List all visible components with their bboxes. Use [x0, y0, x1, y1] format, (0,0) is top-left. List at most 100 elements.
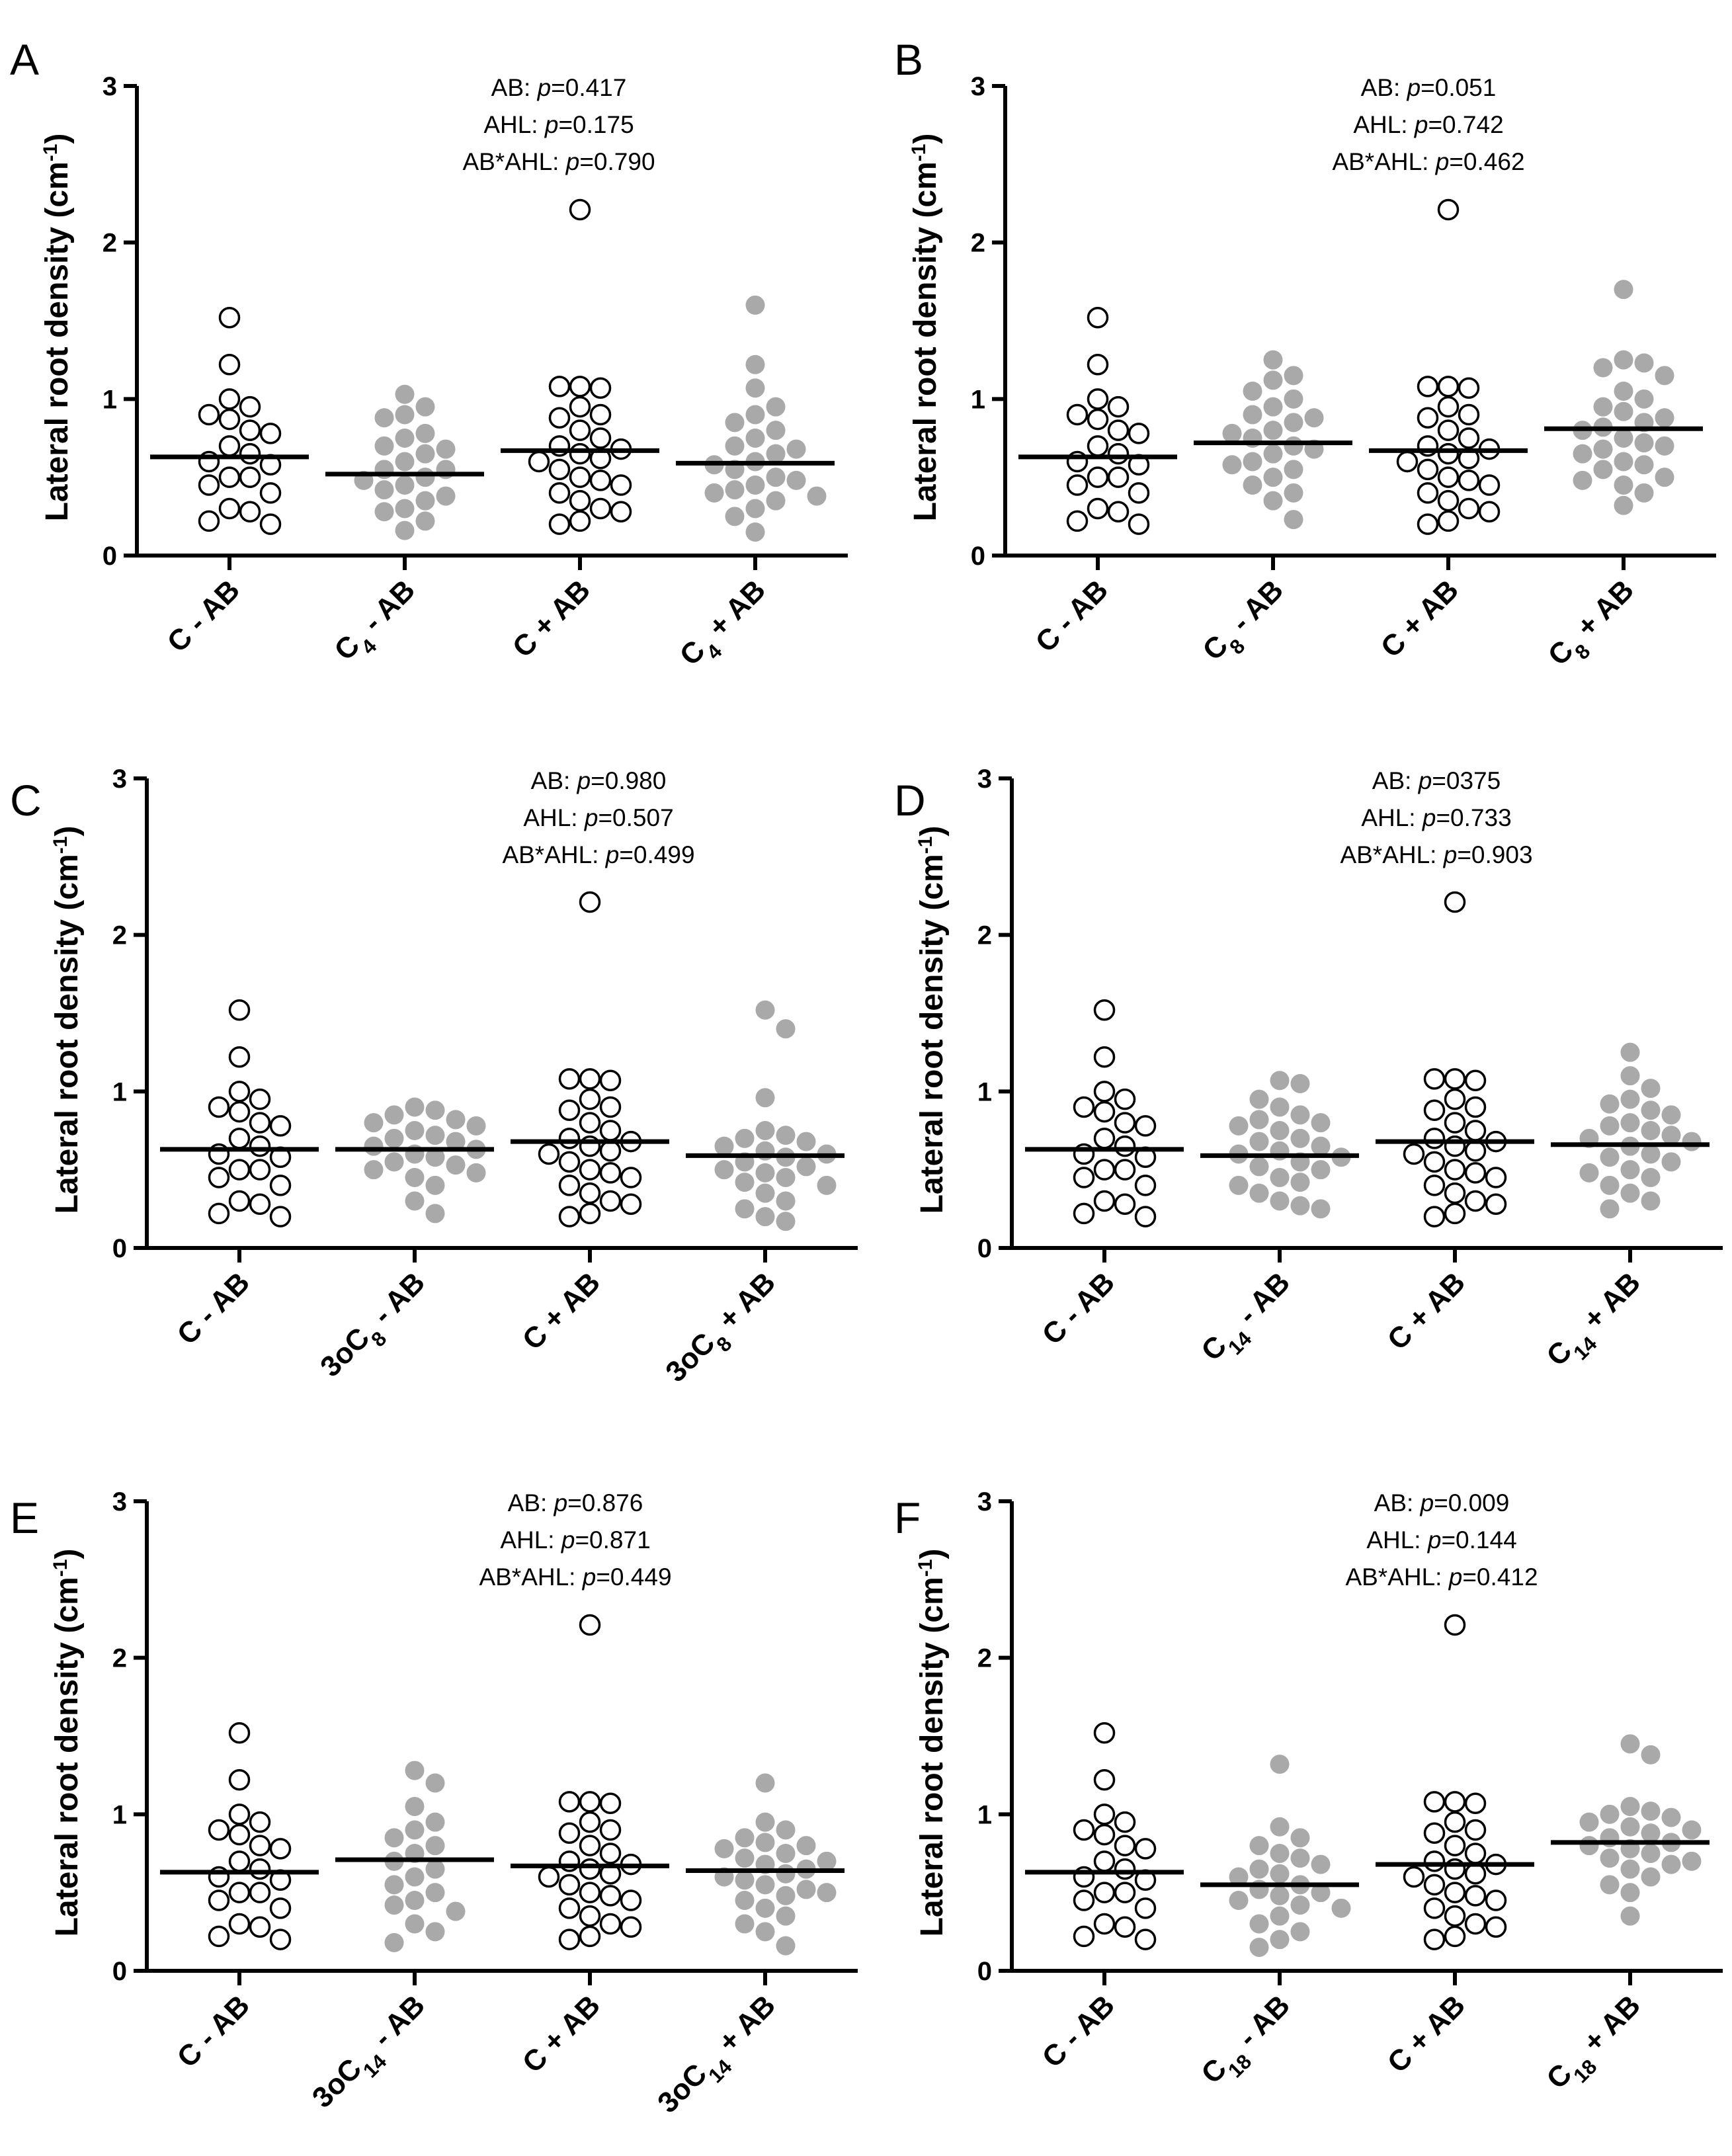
data-point	[1290, 1074, 1310, 1093]
data-point	[1243, 405, 1262, 425]
data-point	[1270, 1168, 1290, 1187]
data-point	[1290, 1128, 1310, 1148]
data-point	[1641, 1844, 1661, 1863]
data-point	[249, 1882, 271, 1903]
y-tick-label: 0	[977, 1234, 992, 1263]
data-point	[1134, 1897, 1157, 1919]
data-point	[1600, 1116, 1620, 1136]
data-point	[579, 1858, 601, 1880]
data-point	[1093, 1823, 1116, 1846]
data-point	[1444, 1791, 1466, 1813]
data-point	[1222, 423, 1242, 443]
data-point	[446, 1132, 466, 1151]
data-point	[1284, 389, 1303, 409]
panel-letter: F	[894, 1493, 921, 1542]
data-point	[1437, 510, 1460, 532]
data-point	[1093, 1769, 1116, 1791]
stat-annotation: AB: p=0.980	[531, 767, 667, 794]
data-point	[1087, 435, 1109, 457]
data-point	[1444, 1905, 1466, 1927]
data-point	[1641, 1802, 1661, 1821]
data-point	[1620, 1817, 1640, 1837]
data-point	[755, 1773, 775, 1793]
data-point	[735, 1128, 755, 1148]
data-point	[1579, 1163, 1599, 1182]
data-point	[436, 439, 456, 459]
data-point	[228, 1190, 251, 1212]
y-axis-label: Lateral root density (cm-1)	[50, 826, 85, 1214]
data-point	[558, 1206, 581, 1227]
stat-annotation: AHL: p=0.742	[1353, 111, 1503, 138]
data-point	[1243, 382, 1262, 401]
data-point	[1270, 1097, 1290, 1117]
x-tick-label: C + AB	[1375, 573, 1465, 663]
y-tick-label: 0	[112, 1234, 127, 1263]
data-point	[1641, 1191, 1661, 1211]
stat-annotation: AB: p=0375	[1372, 767, 1501, 794]
data-point	[579, 1614, 601, 1636]
data-point	[1403, 1143, 1425, 1165]
y-axis-label: Lateral root density (cm-1)	[915, 826, 950, 1214]
data-point	[1087, 388, 1109, 410]
data-point	[269, 1928, 292, 1950]
data-point	[1311, 1160, 1331, 1180]
data-point	[239, 501, 261, 522]
x-tick-label: C + AB	[516, 1989, 606, 2079]
data-point	[599, 1190, 622, 1212]
stat-annotation: AB: p=0.417	[491, 74, 627, 101]
data-point	[1284, 510, 1303, 530]
data-point	[745, 522, 765, 542]
data-point	[1579, 1812, 1599, 1832]
data-point	[405, 1191, 425, 1211]
data-point	[1290, 1848, 1310, 1868]
data-point	[1290, 1105, 1310, 1125]
data-point	[1464, 1913, 1487, 1935]
data-point	[599, 1885, 622, 1907]
data-point	[1614, 429, 1633, 448]
data-point	[228, 1159, 251, 1181]
data-point	[558, 1822, 581, 1844]
data-point	[620, 1889, 642, 1911]
data-point	[1229, 1175, 1249, 1195]
x-tick-label: C + AB	[1381, 1989, 1471, 2079]
data-point	[1270, 1906, 1290, 1926]
data-point	[1290, 1828, 1310, 1848]
data-point	[1444, 1614, 1466, 1636]
data-point	[395, 429, 415, 448]
data-point	[1444, 1202, 1466, 1225]
data-point	[1263, 421, 1283, 440]
data-point	[1661, 1807, 1681, 1827]
data-point	[735, 1848, 755, 1868]
data-point	[228, 1823, 251, 1846]
data-point	[1270, 1844, 1290, 1863]
data-point	[1270, 1191, 1290, 1211]
data-point	[446, 1901, 466, 1921]
data-point	[1417, 482, 1439, 504]
data-point	[704, 483, 724, 503]
data-point	[384, 1828, 404, 1848]
data-point	[776, 1126, 796, 1145]
data-point	[1600, 1875, 1620, 1895]
data-point	[528, 450, 550, 473]
data-point	[1464, 1190, 1487, 1212]
data-point	[1311, 1883, 1331, 1903]
data-point	[1270, 1930, 1290, 1950]
data-point	[198, 474, 220, 496]
data-point	[599, 1069, 622, 1092]
data-point	[446, 1155, 466, 1175]
data-point	[766, 421, 786, 440]
data-point	[1114, 1135, 1136, 1157]
data-point	[776, 1191, 796, 1211]
data-point	[249, 1916, 271, 1938]
data-point	[228, 1081, 251, 1102]
data-point	[384, 1128, 404, 1148]
data-point	[735, 1914, 755, 1934]
data-point	[384, 1152, 404, 1172]
data-point	[786, 439, 806, 459]
data-point	[208, 1167, 230, 1188]
data-point	[569, 198, 591, 221]
data-point	[259, 482, 282, 504]
data-point	[569, 419, 591, 441]
data-point	[599, 1162, 622, 1184]
x-tick-label: C4 + AB	[674, 573, 779, 679]
